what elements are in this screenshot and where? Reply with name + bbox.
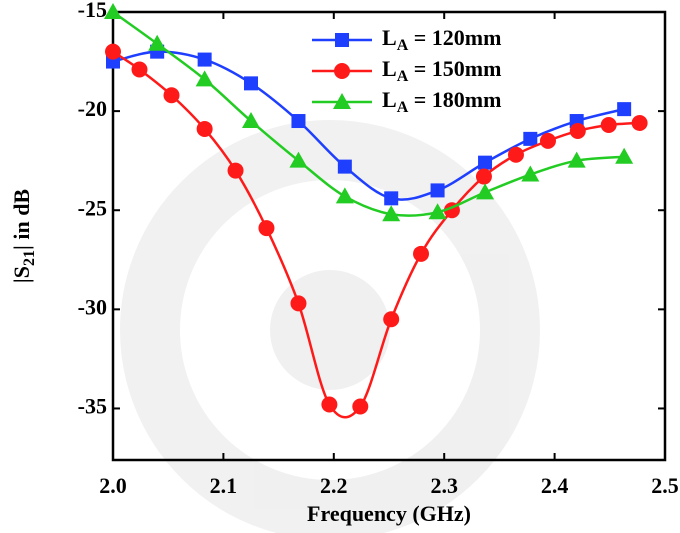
marker <box>383 311 400 328</box>
legend-marker <box>334 63 350 79</box>
y-axis-label: |S21| in dB <box>9 189 38 284</box>
x-tick-label: 2.0 <box>99 473 127 498</box>
legend-marker <box>335 33 349 47</box>
x-tick-label: 2.4 <box>541 473 569 498</box>
x-tick-label: 2.1 <box>210 473 238 498</box>
marker <box>289 151 308 168</box>
y-tick-label: -20 <box>78 96 107 121</box>
marker <box>258 220 275 237</box>
x-tick-label: 2.2 <box>320 473 348 498</box>
marker <box>521 165 540 182</box>
marker <box>196 120 213 137</box>
marker <box>335 187 354 204</box>
y-tick-label: -15 <box>78 0 107 22</box>
marker <box>600 116 617 133</box>
marker <box>523 131 538 146</box>
y-tick-label: -30 <box>78 294 107 319</box>
marker <box>430 183 445 198</box>
marker <box>104 3 122 19</box>
legend-label: LA = 150mm <box>382 56 501 85</box>
x-tick-label: 2.3 <box>430 473 458 498</box>
marker <box>290 295 307 312</box>
marker <box>244 76 258 91</box>
legend-label: LA = 120mm <box>382 25 501 54</box>
y-tick-label: -25 <box>78 195 107 220</box>
marker <box>413 245 430 262</box>
marker <box>382 205 401 222</box>
marker <box>428 203 447 220</box>
legend-label: LA = 180mm <box>382 87 501 116</box>
marker <box>507 146 524 163</box>
marker <box>567 151 586 168</box>
marker <box>197 52 212 67</box>
marker <box>352 398 369 415</box>
marker <box>478 155 493 170</box>
marker <box>321 396 338 413</box>
marker <box>242 112 260 129</box>
marker <box>163 87 180 104</box>
marker <box>105 43 121 60</box>
legend-marker <box>333 93 351 109</box>
marker <box>539 132 556 149</box>
y-tick-label: -35 <box>78 394 107 419</box>
marker <box>148 34 167 51</box>
marker <box>617 102 632 117</box>
marker <box>227 162 244 179</box>
marker <box>476 183 495 200</box>
marker <box>475 168 492 185</box>
marker <box>291 114 306 129</box>
marker <box>195 70 214 87</box>
marker <box>337 159 352 174</box>
marker <box>615 147 634 164</box>
plot-frame <box>111 10 667 462</box>
marker <box>631 115 648 132</box>
x-axis-label: Frequency (GHz) <box>307 501 471 526</box>
x-tick-label: 2.5 <box>651 473 679 498</box>
marker <box>384 191 399 206</box>
marker <box>569 122 586 139</box>
marker <box>131 61 148 78</box>
